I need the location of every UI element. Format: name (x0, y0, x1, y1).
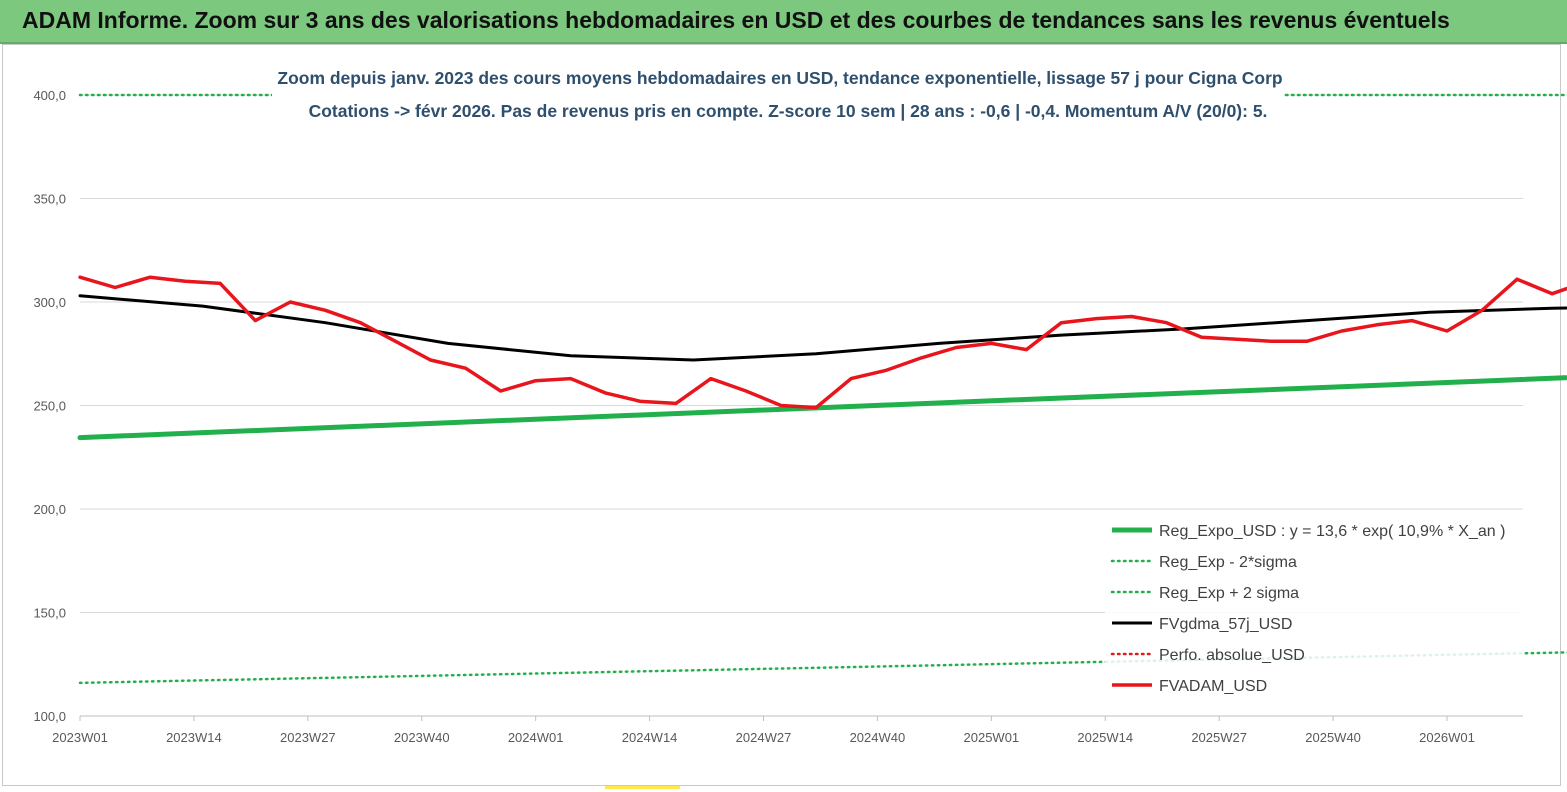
y-tick-label: 100,0 (33, 709, 66, 724)
x-tick-label: 2025W40 (1305, 730, 1361, 745)
x-tick-label: 2025W01 (964, 730, 1020, 745)
y-tick-label: 350,0 (33, 192, 66, 207)
page-title: ADAM Informe. Zoom sur 3 ans des valoris… (22, 7, 1450, 33)
x-tick-label: 2025W14 (1077, 730, 1133, 745)
y-tick-label: 300,0 (33, 295, 66, 310)
x-tick-label: 2024W01 (508, 730, 564, 745)
title-background (272, 62, 1284, 128)
legend: Reg_Expo_USD : y = 13,6 * exp( 10,9% * X… (1105, 510, 1523, 702)
legend-label: Reg_Expo_USD : y = 13,6 * exp( 10,9% * X… (1159, 523, 1505, 540)
legend-label: FVgdma_57j_USD (1159, 616, 1292, 633)
y-tick-label: 150,0 (33, 606, 66, 621)
x-tick-label: 2026W01 (1419, 730, 1475, 745)
x-tick-label: 2024W27 (736, 730, 792, 745)
y-tick-label: 200,0 (33, 502, 66, 517)
x-tick-label: 2023W14 (166, 730, 222, 745)
legend-background (1105, 510, 1523, 702)
x-tick-label: 2023W27 (280, 730, 336, 745)
x-tick-label: 2023W40 (394, 730, 450, 745)
header-bar: ADAM Informe. Zoom sur 3 ans des valoris… (0, 0, 1567, 44)
x-tick-label: 2024W40 (850, 730, 906, 745)
series-line (78, 294, 1567, 362)
y-axis-labels: 100,0 150,0 200,0 250,0 300,0 350,0 400,0 (33, 88, 66, 724)
y-tick-label: 400,0 (33, 88, 66, 103)
chart-title-line2: Cotations -> févr 2026. Pas de revenus p… (309, 101, 1268, 121)
legend-label: Reg_Exp + 2 sigma (1159, 585, 1299, 602)
legend-label: FVADAM_USD (1159, 678, 1267, 695)
series-line (78, 275, 1567, 410)
chart-title-line1: Zoom depuis janv. 2023 des cours moyens … (277, 68, 1282, 88)
x-tick-label: 2024W14 (622, 730, 678, 745)
legend-label: Reg_Exp - 2*sigma (1159, 554, 1297, 571)
yellow-marker (605, 786, 680, 789)
series-line (77, 375, 1567, 441)
legend-label: Perfo. absolue_USD (1159, 647, 1305, 664)
x-axis-labels: 2023W01 2023W14 2023W27 2023W40 2024W01 2024W… (52, 716, 1475, 745)
y-tick-label: 250,0 (33, 399, 66, 414)
x-tick-label: 2025W27 (1191, 730, 1247, 745)
x-tick-label: 2023W01 (52, 730, 108, 745)
